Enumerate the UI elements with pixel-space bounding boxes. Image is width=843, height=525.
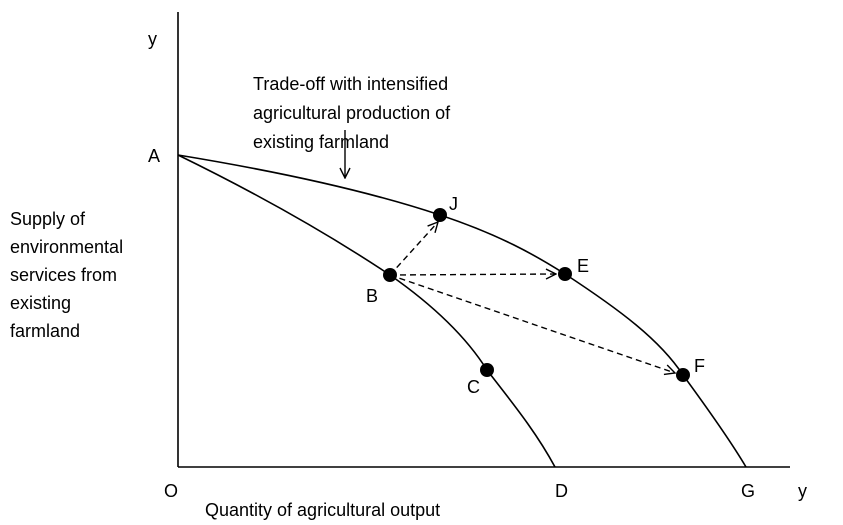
arrow-b-e xyxy=(389,274,556,275)
y-axis-label-line: farmland xyxy=(10,321,80,341)
annotation-line: existing farmland xyxy=(253,132,389,152)
point-j xyxy=(433,208,447,222)
annotation: Trade-off with intensified agricultural p… xyxy=(253,74,451,152)
inner-frontier xyxy=(177,154,556,468)
point-label: A xyxy=(148,146,160,166)
point-label: E xyxy=(577,256,589,276)
point-e xyxy=(558,267,572,281)
point-label: G xyxy=(741,481,755,501)
point-c xyxy=(480,363,494,377)
outer-frontier xyxy=(177,154,747,468)
annotation-line: Trade-off with intensified xyxy=(253,74,448,94)
y-axis-label: Supply of environmental services from exist… xyxy=(10,209,123,341)
point-f xyxy=(676,368,690,382)
point-label: D xyxy=(555,481,568,501)
point-label: C xyxy=(467,377,480,397)
arrow-b-j xyxy=(389,222,438,276)
y-axis-symbol: y xyxy=(148,29,157,49)
arrow-b-f xyxy=(389,274,675,373)
y-axis-label-line: services from xyxy=(10,265,117,285)
point-b xyxy=(383,268,397,282)
y-axis-label-line: environmental xyxy=(10,237,123,257)
point-label: F xyxy=(694,356,705,376)
x-axis-label: Quantity of agricultural output xyxy=(205,500,440,520)
x-axis-symbol: y xyxy=(798,481,807,501)
point-label: J xyxy=(449,194,458,214)
point-label: B xyxy=(366,286,378,306)
annotation-line: agricultural production of xyxy=(253,103,451,123)
y-axis-label-line: Supply of xyxy=(10,209,86,229)
origin-label: O xyxy=(164,481,178,501)
y-axis-label-line: existing xyxy=(10,293,71,313)
